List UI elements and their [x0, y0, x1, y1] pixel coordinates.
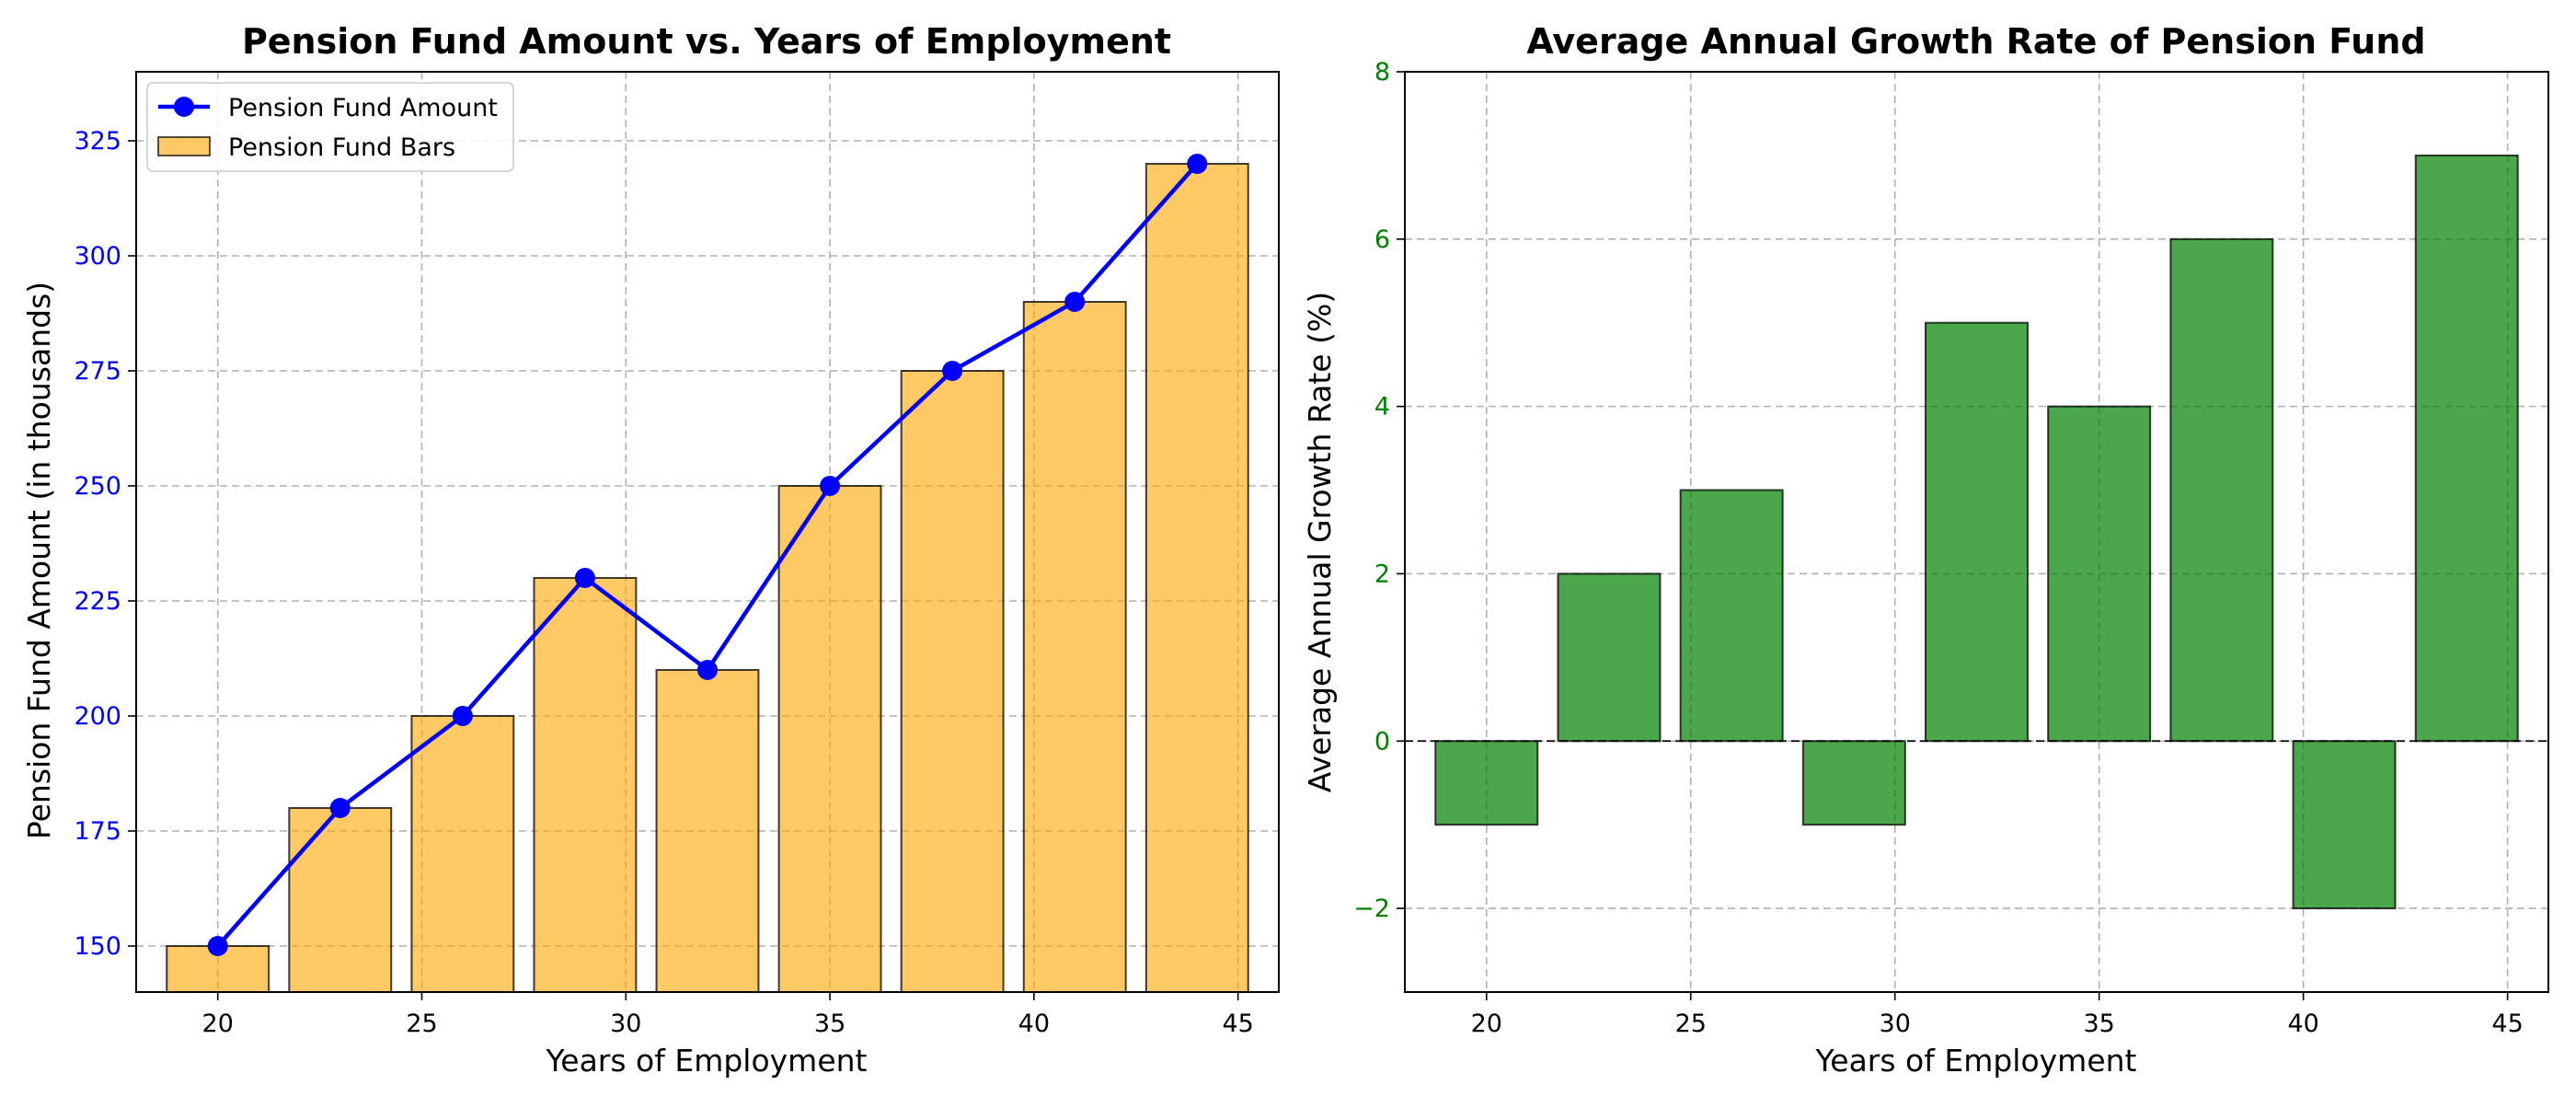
bar — [1144, 163, 1249, 993]
data-point — [452, 706, 473, 726]
y-axis-label: Pension Fund Amount (in thousands) — [21, 282, 57, 839]
x-tick-label: 30 — [610, 1010, 641, 1038]
bar — [1557, 572, 1662, 743]
y-tick-label: 325 — [74, 127, 121, 156]
x-tick-label: 45 — [1222, 1010, 1253, 1038]
legend-bar-swatch — [157, 136, 211, 156]
bar — [410, 715, 515, 993]
data-point — [574, 568, 595, 588]
data-point — [1187, 154, 1208, 174]
y-tick-label: 175 — [74, 817, 121, 846]
data-point — [820, 476, 841, 496]
x-tick-label: 45 — [2491, 1010, 2523, 1038]
bar — [2292, 740, 2397, 910]
pension-amount-chart: Pension Fund Amount vs. Years of Employm… — [21, 21, 1280, 1079]
bar — [900, 370, 1005, 993]
bar — [1801, 740, 1906, 826]
bar — [1434, 740, 1539, 826]
y-tick-label: −2 — [1353, 894, 1390, 923]
bar — [2047, 405, 2152, 743]
y-tick-label: 250 — [74, 472, 121, 501]
data-point — [329, 798, 351, 818]
bar — [533, 577, 638, 993]
axes-frame — [135, 71, 1280, 993]
bar — [1925, 321, 2029, 743]
x-axis-label: Years of Employment — [546, 1043, 868, 1079]
legend-box — [146, 82, 514, 172]
data-point — [1064, 292, 1086, 312]
chart-title: Pension Fund Amount vs. Years of Employm… — [242, 21, 1171, 62]
bar — [1022, 301, 1127, 993]
data-point — [207, 936, 228, 956]
chart-title: Average Annual Growth Rate of Pension Fu… — [1526, 21, 2425, 62]
y-tick-label: 2 — [1374, 560, 1390, 588]
plot-area — [166, 154, 1249, 993]
x-tick-label: 30 — [1880, 1010, 1911, 1038]
y-tick-label: 0 — [1374, 727, 1390, 756]
legend-label: Pension Fund Amount — [228, 94, 498, 122]
ticks: 20 25 30 35 40 45 150 175 200 225 250 275 300 325 — [74, 127, 1253, 1038]
y-tick-label: 6 — [1374, 225, 1390, 254]
x-tick-label: 25 — [1675, 1010, 1707, 1038]
x-tick-label: 35 — [814, 1010, 845, 1038]
y-tick-label: 225 — [74, 587, 121, 616]
bar — [655, 669, 760, 993]
bar — [288, 807, 393, 993]
x-tick-label: 20 — [1471, 1010, 1502, 1038]
growth-rate-chart: Average Annual Growth Rate of Pension Fu… — [1302, 21, 2549, 1079]
ticks: 20 25 30 35 40 45 −2 0 2 4 6 8 — [1353, 58, 2524, 1038]
data-point — [942, 361, 963, 381]
y-tick-label: 300 — [74, 242, 121, 271]
plot-area — [1405, 154, 2548, 910]
y-tick-label: 4 — [1374, 393, 1390, 421]
bar — [2414, 154, 2519, 743]
legend-label: Pension Fund Bars — [228, 133, 455, 162]
y-tick-label: 275 — [74, 357, 121, 386]
x-tick-label: 35 — [2083, 1010, 2114, 1038]
y-tick-label: 150 — [74, 932, 121, 961]
legend-marker-swatch — [174, 97, 194, 117]
y-axis-label: Average Annual Growth Rate (%) — [1302, 292, 1338, 792]
y-tick-label: 8 — [1374, 58, 1390, 87]
legend: Pension Fund Amount Pension Fund Bars — [146, 82, 514, 172]
bar — [2169, 237, 2274, 743]
data-point — [697, 660, 718, 680]
bar — [1679, 489, 1784, 743]
axes-frame — [1404, 71, 2549, 993]
x-tick-label: 40 — [2287, 1010, 2318, 1038]
y-tick-label: 200 — [74, 702, 121, 731]
x-tick-label: 40 — [1018, 1010, 1050, 1038]
x-tick-label: 20 — [202, 1010, 234, 1038]
x-tick-label: 25 — [406, 1010, 437, 1038]
bar — [777, 485, 882, 993]
x-axis-label: Years of Employment — [1815, 1043, 2137, 1079]
